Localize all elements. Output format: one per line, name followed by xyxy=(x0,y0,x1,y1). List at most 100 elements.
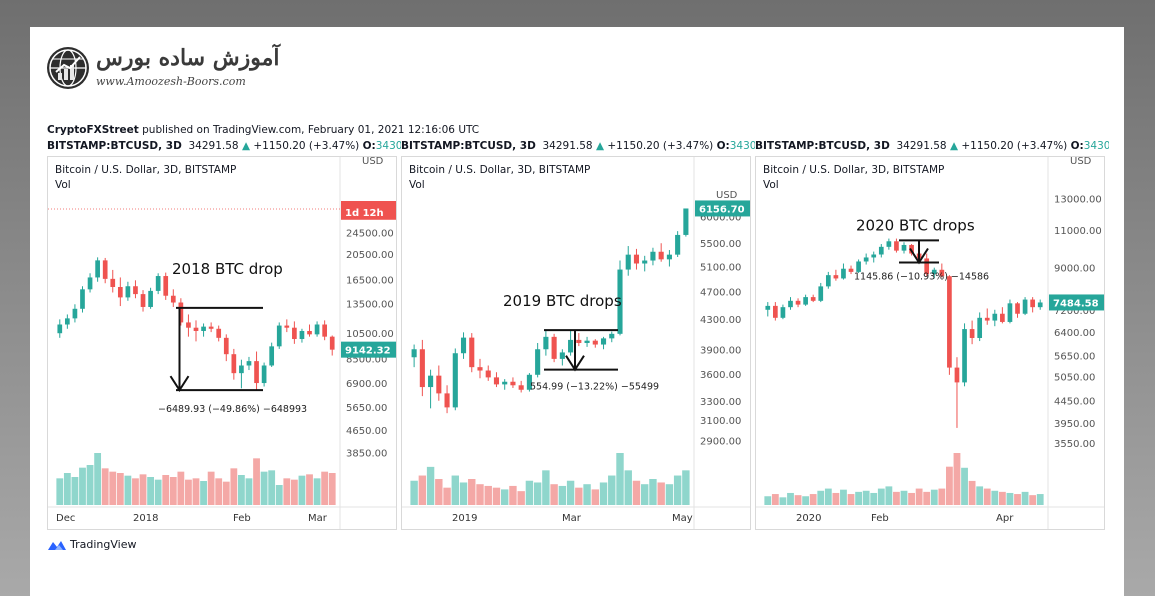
candle-body xyxy=(155,276,161,291)
candle-body xyxy=(535,349,541,375)
volume-bar xyxy=(132,478,139,505)
y-tick-label: 3850.00 xyxy=(346,448,387,459)
volume-bar xyxy=(893,491,900,505)
ticker-line: BITSTAMP:BTCUSD, 3D 34291.58 ▲ +1150.20 … xyxy=(755,140,1109,152)
candle-body xyxy=(201,326,206,331)
y-tick-label: 16500.00 xyxy=(346,276,394,287)
y-tick-label: 2900.00 xyxy=(700,437,741,448)
volume-bar xyxy=(616,453,624,505)
candle-body xyxy=(170,295,176,303)
volume-bar xyxy=(459,482,468,505)
volume-bar xyxy=(953,453,961,505)
volume-bar xyxy=(116,473,124,505)
candle-body xyxy=(1015,303,1020,314)
candle-body xyxy=(1000,313,1005,322)
volume-bar xyxy=(764,496,772,505)
price-label: 6156.70 xyxy=(699,204,745,215)
volume-bar xyxy=(418,475,427,505)
candle-body xyxy=(57,324,63,334)
volume-bar xyxy=(938,488,946,505)
volume-bar xyxy=(624,470,632,505)
candle-body xyxy=(871,254,877,258)
y-tick-label: 5100.00 xyxy=(700,263,741,274)
x-tick-label: Mar xyxy=(308,513,328,524)
x-tick-label: Dec xyxy=(56,513,75,524)
volume-bar xyxy=(468,479,476,505)
x-tick-label: Feb xyxy=(233,513,251,524)
candle-body xyxy=(675,234,681,255)
candle-body xyxy=(299,330,305,340)
volume-bar xyxy=(476,484,484,505)
volume-bar xyxy=(124,475,132,505)
volume-bar xyxy=(566,480,575,505)
chart-canvas-2020[interactable]: 13000.00 11000.00 9000.00 7200.00 6400.00 565… xyxy=(756,157,1104,529)
volume-bar xyxy=(817,490,825,505)
candle-body xyxy=(208,326,214,329)
volume-bar xyxy=(443,487,451,505)
measure-label: 554.99 (−13.22%) −55499 xyxy=(530,382,659,393)
volume-bar xyxy=(410,480,418,505)
volume-bar xyxy=(154,479,162,505)
x-tick-label: Mar xyxy=(562,513,582,524)
chart-canvas-2018[interactable]: 24500.00 20500.00 16500.00 13500.00 10500.00… xyxy=(48,157,396,529)
y-tick-label: 8500.00 xyxy=(346,354,387,365)
volume-bar xyxy=(847,494,855,505)
volume-bar xyxy=(779,497,787,505)
y-tick-label: 3900.00 xyxy=(700,345,741,356)
volume-bar xyxy=(192,478,200,505)
volume-bar xyxy=(426,466,435,505)
volume-bar xyxy=(185,479,192,505)
ticker-symbol: BITSTAMP:BTCUSD, 3D xyxy=(401,140,536,152)
candle-body xyxy=(886,241,892,247)
volume-bar xyxy=(787,492,794,505)
candle-body xyxy=(559,352,565,359)
y-tick-label: 3100.00 xyxy=(700,416,741,427)
candle-body xyxy=(780,307,786,318)
tradingview-credit[interactable]: TradingView xyxy=(47,538,136,551)
candle-body xyxy=(625,254,631,270)
volume-bar xyxy=(665,484,674,505)
volume-bar xyxy=(245,478,253,505)
y-tick-label: 3600.00 xyxy=(700,370,741,381)
volume-bar xyxy=(877,488,885,505)
candle-body xyxy=(650,251,656,261)
candle-body xyxy=(95,260,100,278)
volume-bar xyxy=(94,453,102,505)
chart-panel-2019[interactable]: 6000.00 5500.00 5100.00 4700.00 4300.00 3900.… xyxy=(401,156,751,530)
chart-annotation: 2018 BTC drop xyxy=(172,260,283,278)
volume-bar xyxy=(998,491,1006,505)
publisher-name[interactable]: CryptoFXStreet xyxy=(47,124,139,136)
candle-body xyxy=(246,361,252,366)
up-arrow-icon: ▲ xyxy=(241,140,251,152)
volume-bar xyxy=(207,471,215,505)
volume-bar xyxy=(608,475,616,505)
candle-body xyxy=(841,268,846,279)
volume-bar xyxy=(139,474,147,505)
ticker-symbol: BITSTAMP:BTCUSD, 3D xyxy=(47,140,182,152)
candle-body xyxy=(947,276,952,368)
drop-arrow-head xyxy=(909,247,929,265)
chart-panel-2018[interactable]: 24500.00 20500.00 16500.00 13500.00 10500.00… xyxy=(47,156,397,530)
candle-body xyxy=(633,254,640,264)
volume-label: Vol xyxy=(763,179,779,191)
y-tick-label: 6000.00 xyxy=(700,212,741,223)
volume-bar xyxy=(313,478,321,505)
volume-bar xyxy=(649,479,657,505)
ticker-change: +1150.20 (+3.47%) xyxy=(961,140,1068,152)
candle-body xyxy=(65,318,70,325)
currency-label: USD xyxy=(362,156,384,167)
chart-panel-2020[interactable]: 13000.00 11000.00 9000.00 7200.00 6400.00 565… xyxy=(755,156,1105,530)
candle-body xyxy=(984,317,990,321)
candle-body xyxy=(518,385,524,390)
x-tick-label: Feb xyxy=(871,513,889,524)
candle-body xyxy=(568,339,574,353)
volume-label: Vol xyxy=(55,179,71,191)
volume-bar xyxy=(298,475,306,505)
chart-canvas-2019[interactable]: 6000.00 5500.00 5100.00 4700.00 4300.00 3900.… xyxy=(402,157,750,529)
volume-bar xyxy=(1029,495,1037,505)
volume-bar xyxy=(200,481,207,505)
candle-body xyxy=(510,381,516,386)
chart-title: Bitcoin / U.S. Dollar, 3D, BITSTAMP xyxy=(763,164,945,176)
volume-bar xyxy=(908,492,915,505)
candle-body xyxy=(863,257,869,262)
